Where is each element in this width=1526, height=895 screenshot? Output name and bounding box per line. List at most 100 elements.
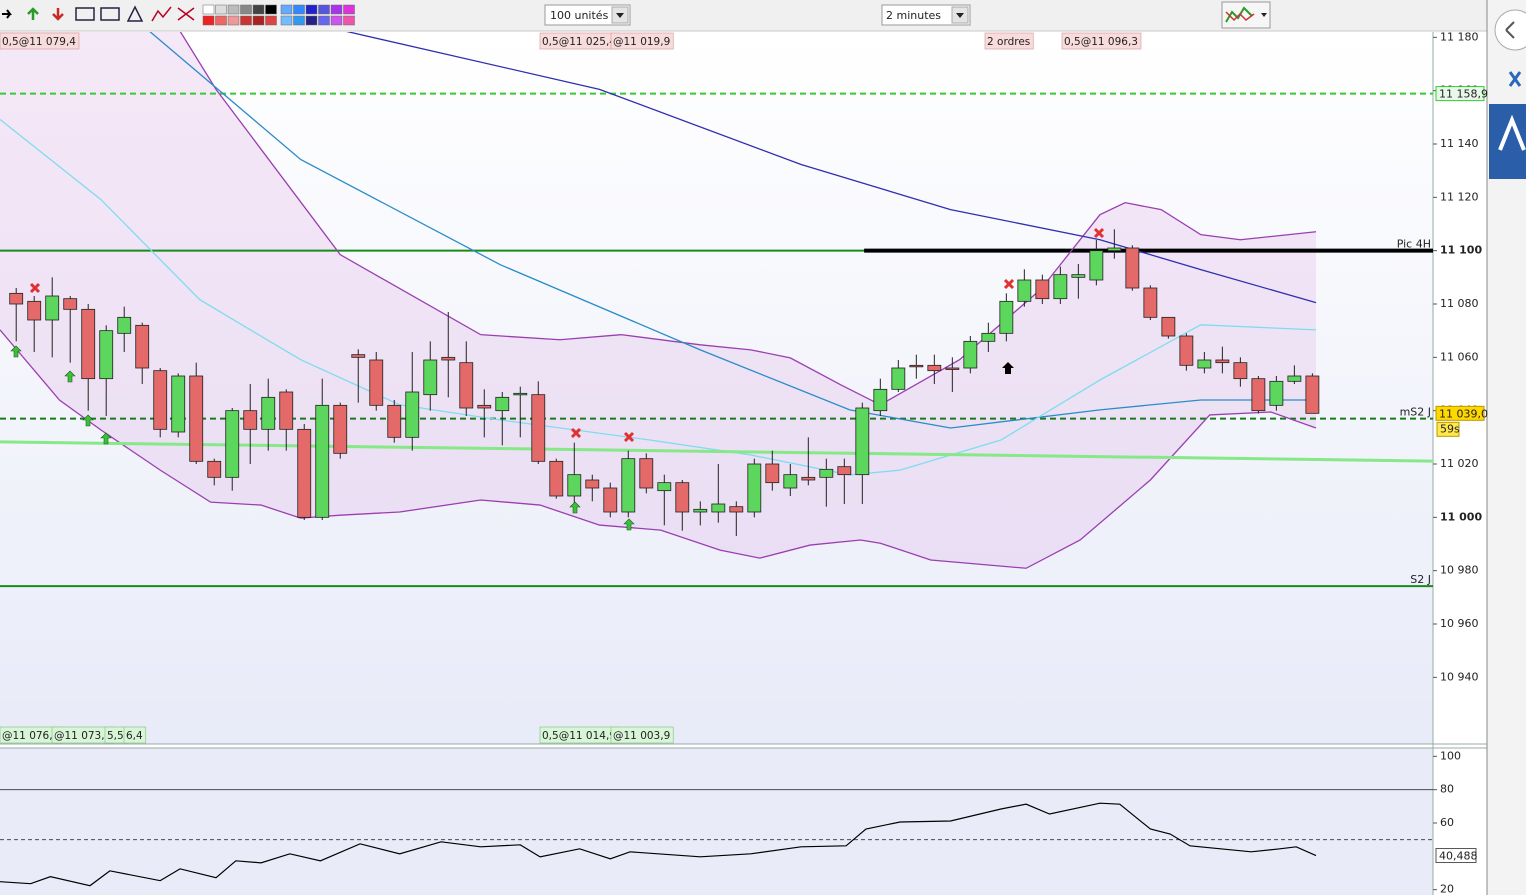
exit-marker xyxy=(570,427,582,439)
color-swatch[interactable] xyxy=(293,4,305,15)
color-swatch[interactable] xyxy=(265,15,277,26)
candle-body xyxy=(1287,375,1302,382)
candle-body xyxy=(459,362,474,409)
color-swatch[interactable] xyxy=(240,15,252,26)
arrow-icon[interactable] xyxy=(2,9,12,19)
color-swatch[interactable] xyxy=(227,15,240,26)
order-tag: @11 003,9 xyxy=(610,726,674,744)
entry-marker xyxy=(82,414,94,427)
candle-body xyxy=(369,359,384,406)
candle-body xyxy=(153,370,168,430)
quantity-select[interactable]: 100 unités xyxy=(544,4,631,26)
color-swatch[interactable] xyxy=(227,4,240,15)
color-swatch[interactable] xyxy=(252,4,265,15)
cursor-marker xyxy=(1002,362,1014,374)
tag-text: 0,5@11 079,4 xyxy=(2,36,76,48)
y-tick-label: 10 940 xyxy=(1440,670,1479,683)
color-swatch[interactable] xyxy=(318,15,330,26)
color-swatch[interactable] xyxy=(252,15,265,26)
color-swatch[interactable] xyxy=(280,15,293,26)
candle-body xyxy=(315,404,330,518)
buy-icon[interactable] xyxy=(27,7,39,20)
color-swatch[interactable] xyxy=(215,4,227,15)
tag-box xyxy=(123,726,147,744)
indicator-line xyxy=(149,32,1316,429)
draw-icon[interactable] xyxy=(75,7,95,21)
color-swatch[interactable] xyxy=(330,15,343,26)
candle-body xyxy=(1071,274,1086,278)
color-swatch[interactable] xyxy=(202,4,215,15)
fan-icon[interactable] xyxy=(177,7,195,21)
y-tick-label: 100 xyxy=(1440,749,1461,762)
triangle-icon[interactable] xyxy=(126,5,144,22)
color-swatch[interactable] xyxy=(305,4,318,15)
button-arrow xyxy=(1261,13,1267,17)
indicator-button[interactable] xyxy=(1221,1,1271,29)
candle-body xyxy=(621,458,636,513)
tag-box xyxy=(984,32,1034,50)
interval-select[interactable]: 2 minutes xyxy=(881,4,971,26)
exit-marker xyxy=(1003,278,1015,290)
candle-body xyxy=(639,458,654,489)
color-swatch[interactable] xyxy=(293,15,305,26)
color-swatch[interactable] xyxy=(330,4,343,15)
y-tick-label: 60 xyxy=(1440,816,1454,829)
color-swatch[interactable] xyxy=(280,4,293,15)
color-swatch[interactable] xyxy=(343,15,355,26)
close-icon[interactable] xyxy=(1508,71,1522,87)
color-swatch[interactable] xyxy=(318,4,330,15)
color-swatch[interactable] xyxy=(215,15,227,26)
candle-body xyxy=(63,298,78,310)
countdown-box xyxy=(1436,421,1460,437)
candle-body xyxy=(891,367,906,390)
exit-marker xyxy=(29,282,41,294)
color-swatches[interactable] xyxy=(202,4,355,26)
oscillator-plot xyxy=(0,748,1433,895)
candle-body xyxy=(729,506,744,513)
candle-body xyxy=(1197,359,1212,369)
entry-marker xyxy=(64,370,76,383)
entry-marker xyxy=(100,432,112,445)
tag-text: @11 019,9 xyxy=(613,36,670,48)
indicator-line xyxy=(179,32,1317,406)
candle-body xyxy=(477,404,492,409)
select-arrow xyxy=(956,13,964,18)
select-box[interactable] xyxy=(544,4,631,26)
color-swatch[interactable] xyxy=(343,4,355,15)
candle-body xyxy=(27,300,42,321)
tag-text: 2 ordres xyxy=(987,36,1030,48)
y-tick-label: 11 120 xyxy=(1440,190,1479,203)
y-tick-label: 10 980 xyxy=(1440,564,1479,577)
price-plot xyxy=(0,32,1433,744)
rect-icon[interactable] xyxy=(100,7,120,21)
entry-marker xyxy=(569,501,581,514)
candle-body xyxy=(441,356,456,361)
color-swatch[interactable] xyxy=(202,15,215,26)
candle-body xyxy=(225,410,240,478)
color-swatch[interactable] xyxy=(240,4,252,15)
level-label: Pic 4H xyxy=(1397,238,1431,251)
fib-icon[interactable] xyxy=(151,6,172,22)
level-label: S2 J xyxy=(1410,573,1431,586)
candle-body xyxy=(765,463,780,484)
back-button[interactable] xyxy=(1494,9,1526,51)
candle-body xyxy=(1035,279,1050,300)
y-tick-label: 11 060 xyxy=(1440,350,1479,363)
color-swatch[interactable] xyxy=(265,4,277,15)
exit-marker xyxy=(623,431,635,443)
candle-body xyxy=(1125,247,1140,289)
candle-body xyxy=(9,292,24,305)
color-swatch[interactable] xyxy=(305,15,318,26)
y-tick-label: 11 180 xyxy=(1440,30,1479,43)
select-box[interactable] xyxy=(881,4,971,26)
tag-text: @11 076,4 xyxy=(2,730,60,742)
tag-box xyxy=(0,32,80,50)
sell-icon[interactable] xyxy=(52,8,64,21)
candle-body xyxy=(387,404,402,438)
candle-body xyxy=(513,392,528,396)
price-axis xyxy=(1433,32,1487,895)
candle-body xyxy=(747,463,762,513)
candle-body xyxy=(297,428,312,518)
candle-body xyxy=(351,354,366,358)
